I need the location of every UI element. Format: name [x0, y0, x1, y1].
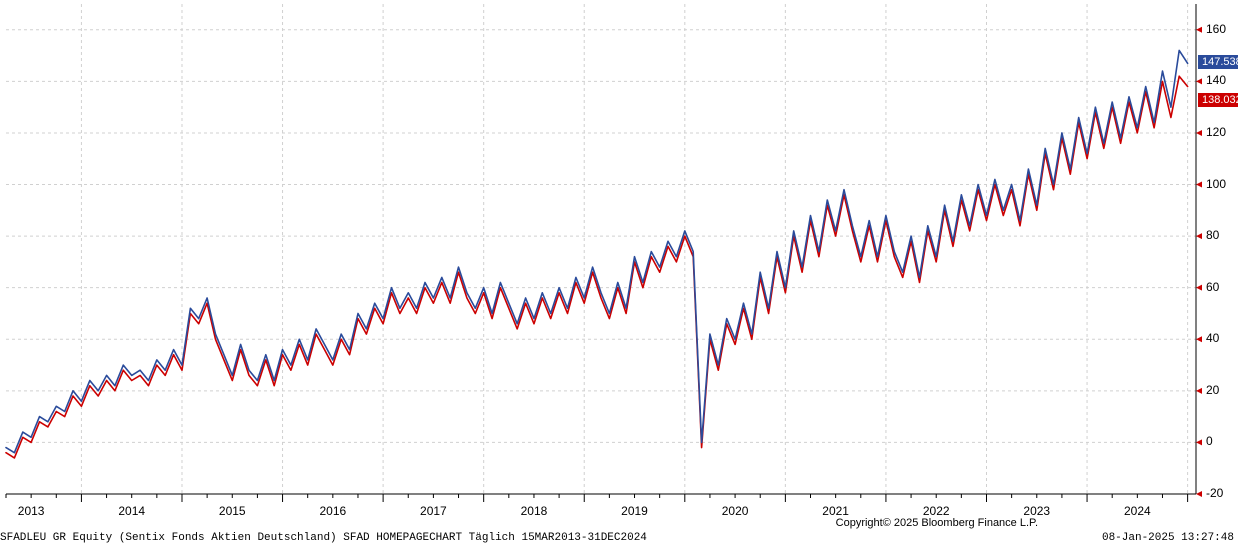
y-tick-label: 40	[1206, 331, 1219, 345]
x-tick-label: 2018	[521, 504, 548, 518]
copyright-text: Copyright© 2025 Bloomberg Finance L.P.	[836, 517, 1038, 529]
y-tick-label: 80	[1206, 228, 1219, 242]
x-tick-label: 2020	[722, 504, 749, 518]
x-tick-label: 2021	[822, 504, 849, 518]
footer-left-text: SFADLEU GR Equity (Sentix Fonds Aktien D…	[0, 532, 647, 544]
x-tick-label: 2013	[18, 504, 45, 518]
y-tick-label: -20	[1206, 486, 1223, 500]
y-tick-label: 20	[1206, 383, 1219, 397]
y-tick-label: 60	[1206, 280, 1219, 294]
y-tick-label: 140	[1206, 73, 1226, 87]
y-tick-label: 0	[1206, 434, 1213, 448]
footer-right-text: 08-Jan-2025 13:27:48	[1102, 532, 1234, 544]
last-value-badge-red: 138.0321	[1198, 93, 1238, 107]
x-tick-label: 2016	[319, 504, 346, 518]
chart-svg	[0, 0, 1238, 544]
x-tick-label: 2014	[118, 504, 145, 518]
x-tick-label: 2023	[1023, 504, 1050, 518]
y-tick-label: 120	[1206, 125, 1226, 139]
chart-container: -20 0 20 40 60 80 100 120 140 160 2013 2014 2015 201…	[0, 0, 1238, 544]
y-tick-label: 160	[1206, 22, 1226, 36]
x-tick-label: 2015	[219, 504, 246, 518]
y-tick-label: 100	[1206, 177, 1226, 191]
last-value-badge-blue: 147.5384	[1198, 55, 1238, 69]
x-tick-label: 2024	[1124, 504, 1151, 518]
x-tick-label: 2019	[621, 504, 648, 518]
x-tick-label: 2017	[420, 504, 447, 518]
x-tick-label: 2022	[923, 504, 950, 518]
